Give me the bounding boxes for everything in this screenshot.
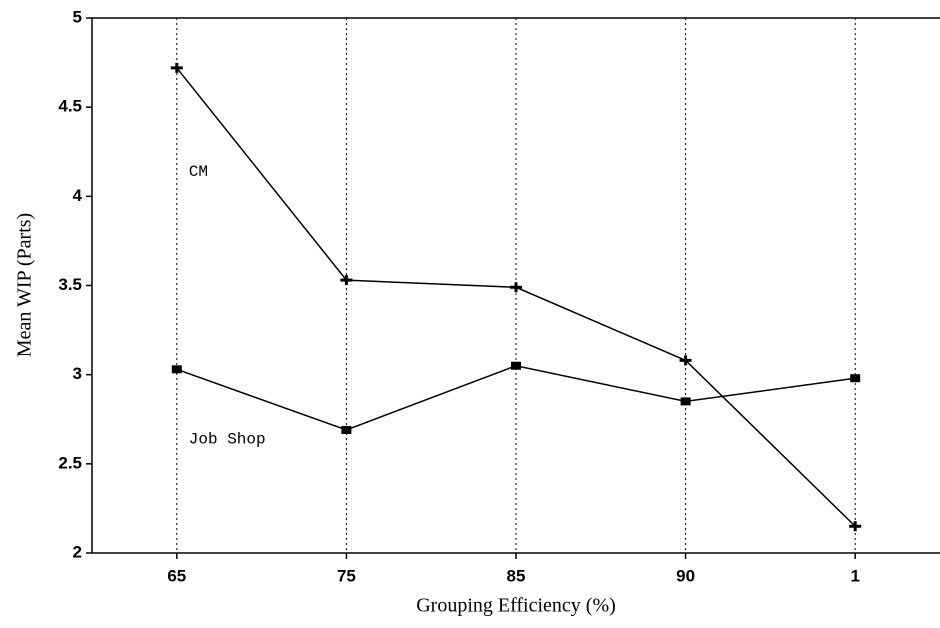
marker <box>171 365 182 374</box>
marker <box>340 275 353 286</box>
x-tick-label: 85 <box>507 566 526 585</box>
y-tick-label: 5 <box>73 7 82 26</box>
x-tick-label: 90 <box>676 566 695 585</box>
marker <box>341 425 352 434</box>
marker <box>170 62 183 73</box>
y-tick-label: 2 <box>73 542 82 561</box>
series-line <box>176 67 856 527</box>
x-axis-title: Grouping Efficiency (%) <box>416 595 616 617</box>
y-tick-label: 4.5 <box>58 97 82 116</box>
y-tick-label: 2.5 <box>58 453 82 472</box>
marker <box>849 521 862 532</box>
marker <box>679 355 692 366</box>
y-axis-title: Mean WIP (Parts) <box>14 213 36 357</box>
series-label: CM <box>189 163 208 181</box>
series-line <box>176 364 856 431</box>
y-tick-label: 3 <box>73 364 82 383</box>
y-tick-label: 4 <box>73 186 83 205</box>
x-tick-label: 1 <box>850 566 859 585</box>
x-tick-label: 75 <box>337 566 356 585</box>
series-label: Job Shop <box>189 431 266 449</box>
marker <box>511 361 521 370</box>
x-tick-label: 65 <box>167 566 186 585</box>
marker <box>850 374 861 383</box>
y-tick-label: 3.5 <box>58 275 82 294</box>
marker <box>680 397 691 406</box>
marker <box>510 282 522 293</box>
